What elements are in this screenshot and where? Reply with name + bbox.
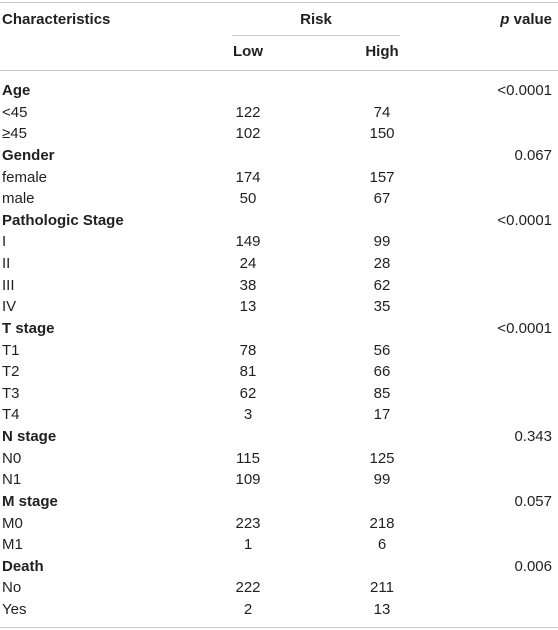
- row-label: female: [2, 168, 48, 186]
- low-count: 81: [239, 363, 257, 381]
- header-value: value: [513, 11, 552, 28]
- p-value: 0.343: [514, 428, 552, 446]
- low-count: 13: [239, 298, 257, 316]
- high-count: 56: [373, 341, 391, 359]
- section-title: T stage: [2, 319, 55, 337]
- high-count: 28: [373, 255, 391, 273]
- low-count: 223: [235, 514, 261, 532]
- section-title: M stage: [2, 492, 58, 510]
- low-count: 109: [235, 471, 261, 489]
- high-count: 125: [369, 449, 395, 467]
- high-count: 157: [369, 168, 395, 186]
- row-label: II: [2, 255, 11, 273]
- low-count: 50: [239, 190, 257, 208]
- section-title: N stage: [2, 428, 57, 446]
- header-characteristics: Characteristics: [2, 11, 111, 28]
- header-risk: Risk: [300, 11, 332, 28]
- header-low: Low: [233, 43, 263, 60]
- top-rule: [0, 2, 558, 3]
- row-label: III: [2, 276, 15, 294]
- risk-rule: [232, 35, 400, 36]
- row-label: <45: [2, 103, 28, 121]
- high-count: 66: [373, 363, 391, 381]
- high-count: 17: [373, 406, 391, 424]
- row-label: No: [2, 579, 22, 597]
- section-title: Age: [2, 82, 31, 99]
- high-count: 218: [369, 514, 395, 532]
- row-label: T2: [2, 363, 20, 381]
- header-p: p: [500, 11, 510, 28]
- section-title: Death: [2, 557, 44, 575]
- header-high: High: [365, 43, 399, 60]
- low-count: 2: [243, 601, 253, 619]
- high-count: 13: [373, 601, 391, 619]
- row-label: T4: [2, 406, 20, 424]
- high-count: 99: [373, 233, 391, 251]
- p-value: <0.0001: [497, 319, 552, 337]
- row-label: ≥45: [2, 125, 27, 143]
- row-label: M0: [2, 514, 23, 532]
- p-value: 0.057: [514, 492, 552, 510]
- low-count: 102: [235, 125, 261, 143]
- high-count: 74: [373, 103, 391, 121]
- high-count: 35: [373, 298, 391, 316]
- low-count: 38: [239, 276, 257, 294]
- row-label: male: [2, 190, 35, 208]
- high-count: 150: [369, 125, 395, 143]
- row-label: N1: [2, 471, 22, 489]
- low-count: 122: [235, 103, 261, 121]
- high-count: 99: [373, 471, 391, 489]
- low-count: 222: [235, 579, 261, 597]
- row-label: M1: [2, 536, 23, 554]
- p-value: 0.006: [514, 557, 552, 575]
- low-count: 78: [239, 341, 257, 359]
- low-count: 1: [243, 536, 253, 554]
- section-title: Pathologic Stage: [2, 211, 124, 229]
- row-label: T3: [2, 384, 20, 402]
- row-label: N0: [2, 449, 22, 467]
- row-label: Yes: [2, 601, 27, 619]
- high-count: 6: [377, 536, 387, 554]
- header-p-value: p value: [500, 10, 552, 30]
- high-count: 85: [373, 384, 391, 402]
- high-count: 62: [373, 276, 391, 294]
- header-rule: [0, 70, 558, 71]
- low-count: 174: [235, 168, 261, 186]
- p-value: <0.0001: [497, 82, 552, 99]
- row-label: IV: [2, 298, 17, 316]
- low-count: 24: [239, 255, 257, 273]
- row-label: I: [2, 233, 7, 251]
- section-title: Gender: [2, 146, 55, 164]
- high-count: 211: [370, 579, 394, 597]
- low-count: 62: [239, 384, 257, 402]
- p-value: <0.0001: [497, 211, 552, 229]
- low-count: 3: [243, 406, 253, 424]
- p-value: 0.067: [514, 146, 552, 164]
- row-label: T1: [2, 341, 20, 359]
- high-count: 67: [373, 190, 391, 208]
- low-count: 149: [235, 233, 261, 251]
- low-count: 115: [236, 449, 260, 467]
- bottom-rule: [0, 627, 558, 628]
